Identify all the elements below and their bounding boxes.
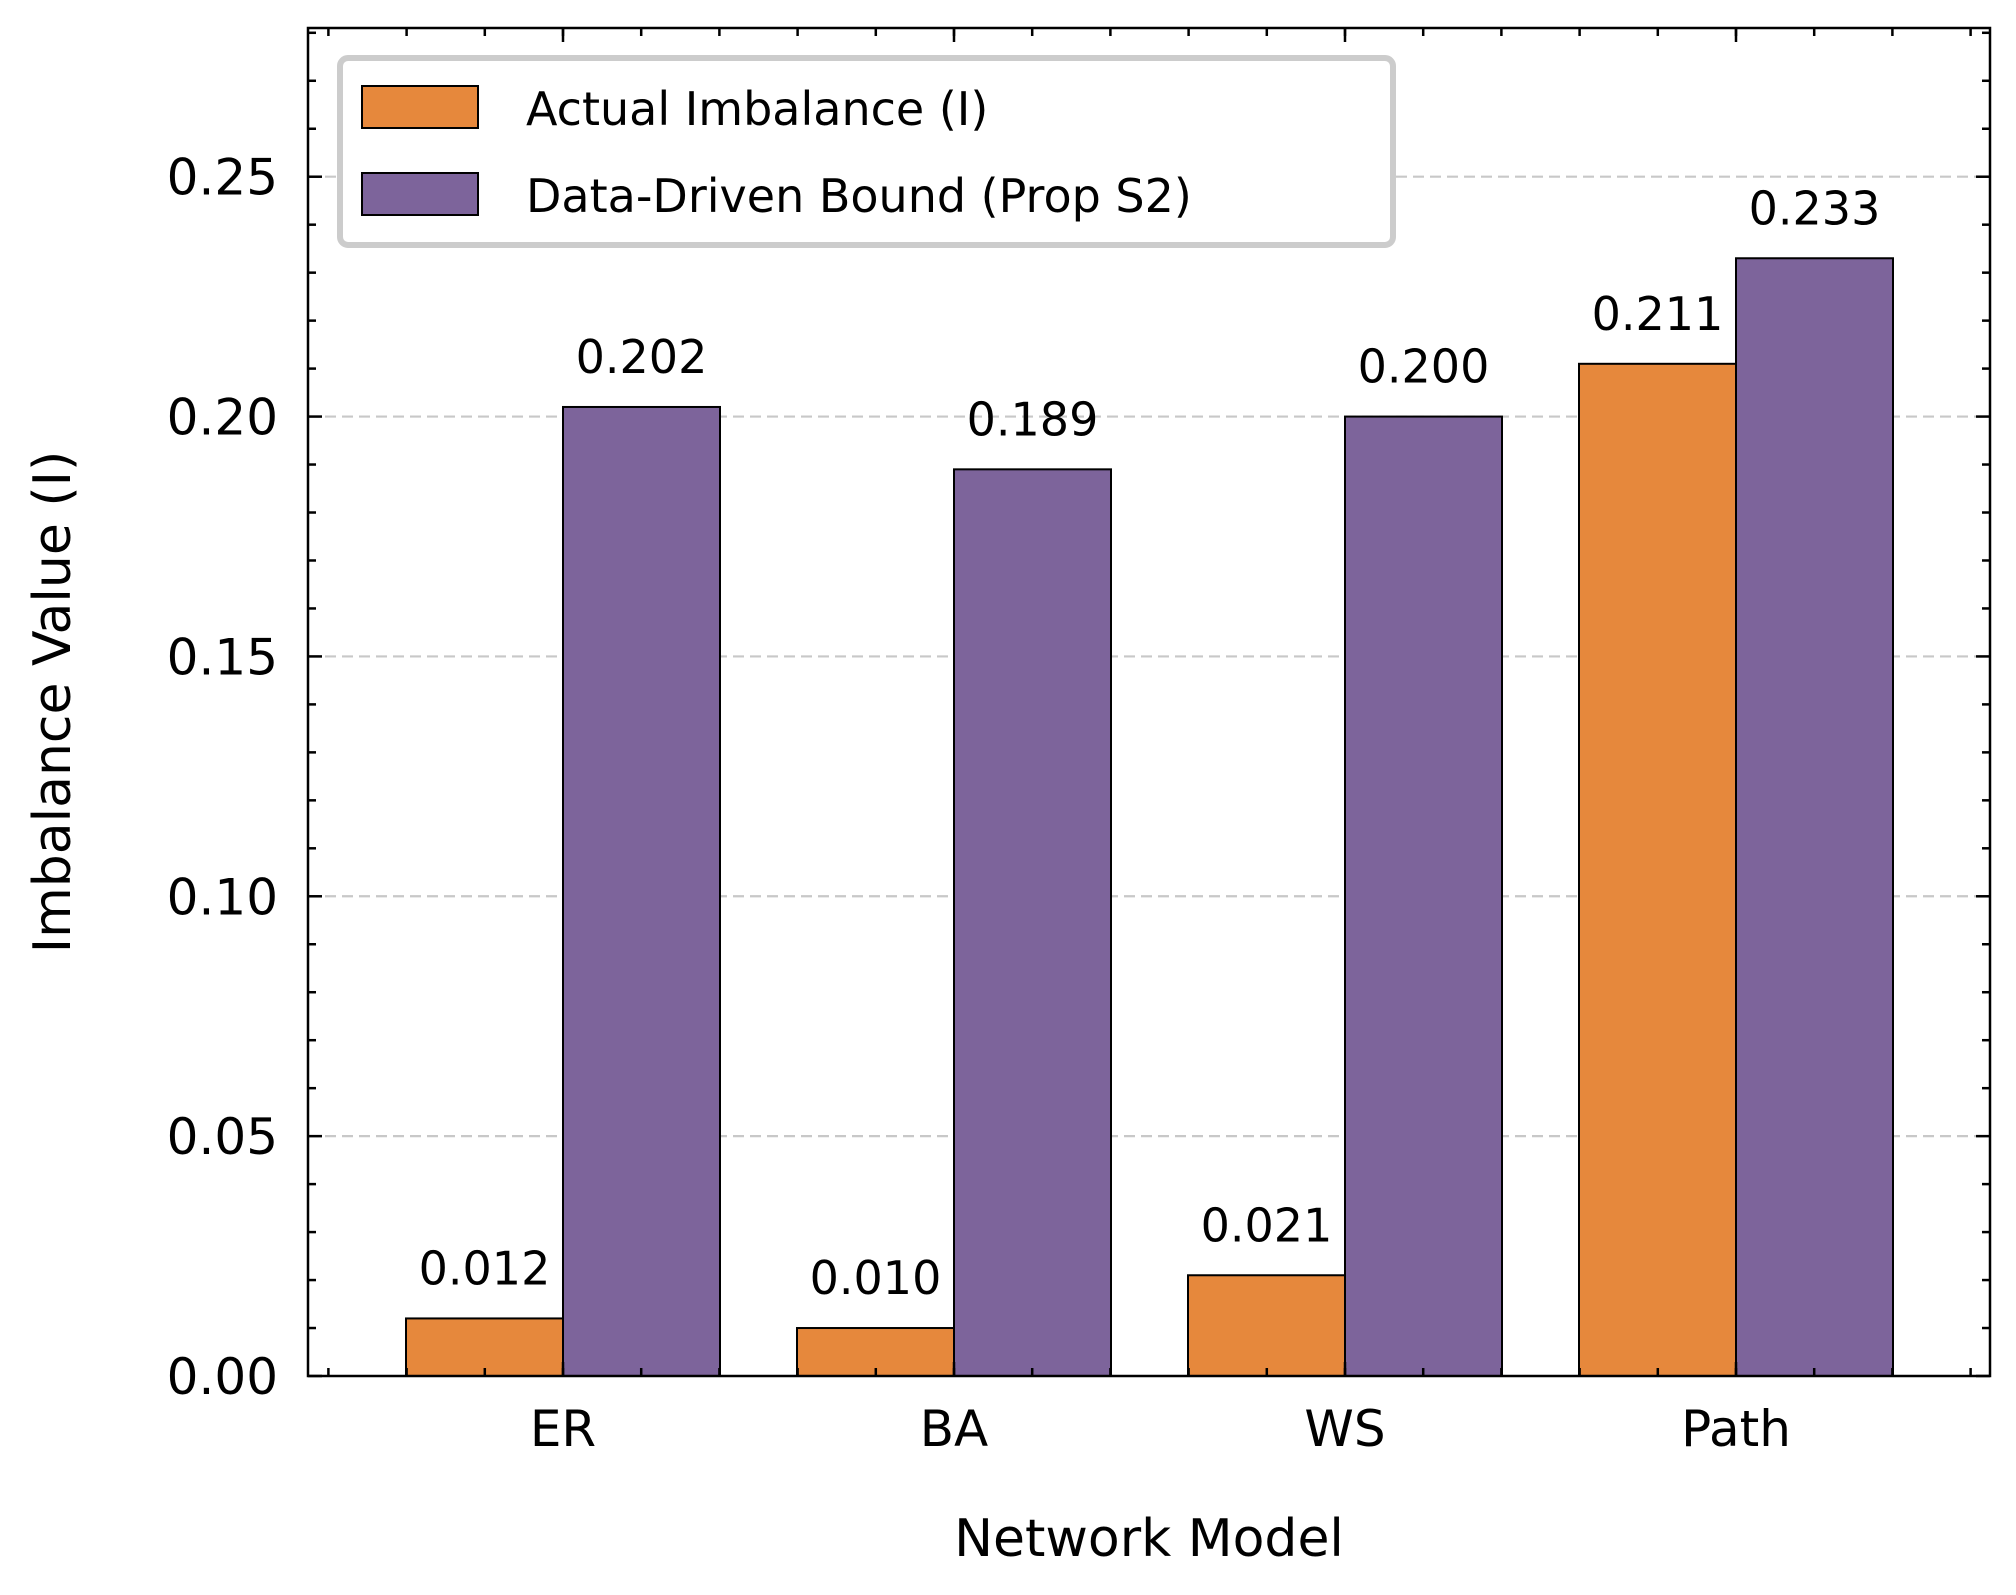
bar-value-label: 0.202 — [576, 330, 708, 384]
legend-swatch-actual-imbalance — [361, 85, 479, 129]
legend-swatch-data-driven-bound — [361, 172, 479, 216]
bar-value-label: 0.012 — [419, 1241, 551, 1295]
legend-box — [337, 55, 1396, 248]
legend-label-data-driven-bound: Data-Driven Bound (Prop S2) — [526, 169, 1192, 223]
x-tick-label: BA — [920, 1400, 989, 1458]
y-tick-label: 0.00 — [167, 1348, 278, 1406]
bar-er-bound — [562, 405, 721, 1377]
bar-path-actual — [1578, 362, 1737, 1377]
bar-er-actual — [405, 1317, 564, 1378]
bar-value-label: 0.233 — [1749, 181, 1881, 235]
bar-ws-actual — [1187, 1274, 1346, 1377]
bar-value-label: 0.211 — [1592, 287, 1724, 341]
legend-label-actual-imbalance: Actual Imbalance (I) — [526, 82, 988, 136]
y-tick-label: 0.05 — [167, 1108, 278, 1166]
bar-path-bound — [1735, 257, 1894, 1378]
bars — [405, 257, 1894, 1378]
x-tick-label: WS — [1304, 1400, 1385, 1458]
bar-value-label: 0.021 — [1201, 1198, 1333, 1252]
y-axis-title: Imbalance Value (I) — [23, 451, 83, 953]
bar-ws-bound — [1344, 415, 1503, 1377]
bar-value-labels: 0.012 0.010 0.021 0.211 0.202 0.189 0.200 0.233 — [419, 181, 1881, 1305]
plot-frame — [306, 26, 1992, 1378]
bar-value-label: 0.010 — [810, 1251, 942, 1305]
y-tick-label: 0.20 — [167, 389, 278, 447]
x-tick-label: Path — [1681, 1400, 1791, 1458]
y-tick-label: 0.25 — [167, 149, 278, 207]
y-tick-label: 0.15 — [167, 628, 278, 686]
x-axis-title: Network Model — [954, 1509, 1344, 1569]
bar-ba-bound — [953, 468, 1112, 1377]
axis-ticks — [308, 28, 1990, 1378]
axis-tick-labels: 0.00 0.05 0.10 0.15 0.20 0.25 ER BA WS Path — [167, 149, 1791, 1458]
bar-value-label: 0.200 — [1358, 340, 1490, 394]
legend: Actual Imbalance (I) Data-Driven Bound (… — [337, 55, 1396, 248]
x-tick-label: ER — [530, 1400, 596, 1458]
bar-value-label: 0.189 — [967, 392, 1099, 446]
y-tick-label: 0.10 — [167, 868, 278, 926]
